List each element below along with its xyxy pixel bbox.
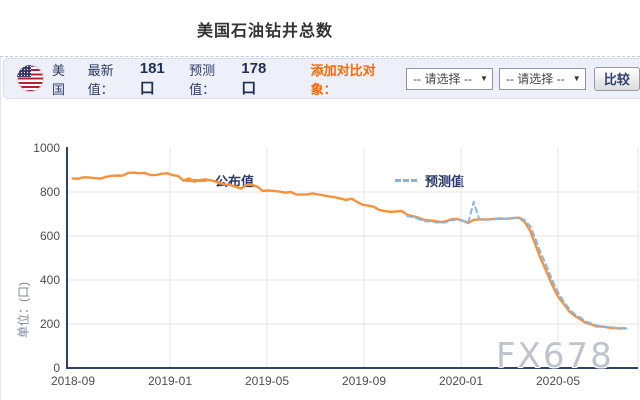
svg-text:1000: 1000 [33, 141, 60, 155]
latest-value-stat: 最新值： 181口 [88, 60, 180, 98]
axis-tick-labels: 0 200 400 600 800 1000 2018-09 2019-01 2019-05 20… [33, 141, 580, 388]
svg-text:2020-05: 2020-05 [536, 374, 580, 388]
dropdown-arrow-icon: ▼ [572, 74, 581, 83]
compare-select-1-value: -- 请选择 -- [413, 72, 472, 86]
compare-button[interactable]: 比较 [593, 66, 640, 91]
latest-value-label: 最新值： [87, 62, 114, 97]
svg-text:0: 0 [53, 361, 60, 375]
axes [66, 147, 638, 369]
country-label: 美国 [52, 62, 66, 97]
svg-text:600: 600 [40, 229, 60, 243]
compare-select-1[interactable]: -- 请选择 -- ▼ [406, 67, 493, 90]
fx678-watermark: FX678 [496, 336, 614, 376]
legend-forecast-label: 预测值 [425, 174, 465, 189]
gridlines [67, 148, 639, 368]
compare-select-2[interactable]: -- 请选择 -- ▼ [498, 67, 586, 90]
add-compare-label: 添加对比对象： [310, 62, 376, 97]
svg-text:800: 800 [40, 185, 60, 199]
forecast-line-swatch [395, 179, 417, 182]
latest-value: 181口 [139, 59, 165, 97]
compare-select-2-value: -- 请选择 -- [505, 72, 565, 86]
page-title: 美国石油钻井总数 [196, 23, 333, 40]
svg-text:200: 200 [40, 317, 60, 331]
us-flag-icon [17, 65, 44, 92]
series-lines [71, 171, 632, 330]
title-separator [0, 56, 640, 57]
svg-text:400: 400 [40, 273, 60, 287]
forecast-value-stat: 预测值： 178口 [189, 60, 281, 98]
svg-text:2020-01: 2020-01 [439, 374, 483, 388]
svg-text:2019-09: 2019-09 [342, 374, 386, 388]
forecast-line [406, 200, 632, 330]
svg-text:2019-01: 2019-01 [148, 374, 192, 388]
svg-text:2018-09: 2018-09 [51, 374, 95, 388]
published-line [71, 171, 626, 330]
dropdown-arrow-icon: ▼ [480, 74, 488, 83]
toolbar: 美国 最新值： 181口 预测值： 178口 添加对比对象： -- 请选择 --… [3, 58, 640, 99]
forecast-value-label: 预测值： [189, 62, 216, 97]
flag-canton [17, 65, 31, 77]
forecast-value: 178口 [241, 59, 267, 97]
svg-text:2019-05: 2019-05 [245, 374, 289, 388]
legend-item-forecast[interactable]: 预测值 [395, 171, 464, 190]
content-panel: 美国 最新值： 181口 预测值： 178口 添加对比对象： -- 请选择 --… [0, 57, 640, 400]
